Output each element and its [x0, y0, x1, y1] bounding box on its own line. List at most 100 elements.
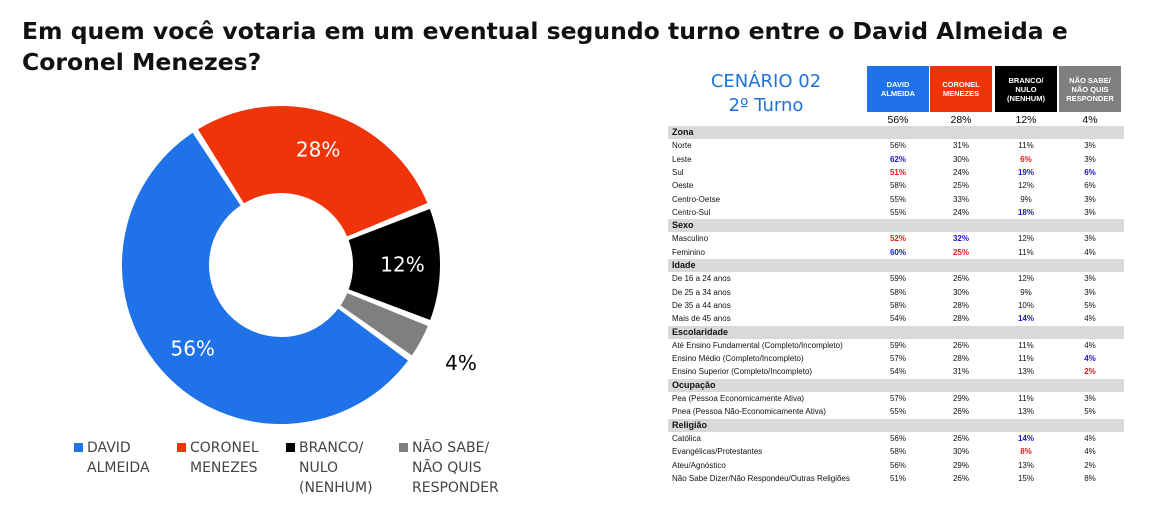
table-cell: 25% — [952, 181, 969, 191]
page-title: Em quem você votaria em um eventual segu… — [22, 17, 1068, 76]
row-label: Centro-Sul — [672, 207, 711, 217]
table-row: Evangélicas/Protestantes 58% 30% 8% 4% — [668, 445, 1124, 458]
table-cell: 26% — [952, 473, 969, 483]
table-cell: 10% — [1017, 300, 1034, 310]
table-cell: 58% — [889, 300, 906, 310]
table-cell: 57% — [889, 394, 906, 403]
section-row: Ocupação — [668, 378, 1124, 392]
section-label: Religião — [672, 419, 708, 430]
row-label: Centro-Oetse — [672, 194, 721, 204]
total-branco-nulo: 12% — [1015, 114, 1037, 126]
legend-item-coronel-menezes: CORONEL MENEZES — [177, 438, 259, 478]
table-cell: 56% — [889, 460, 906, 470]
table-cell: 4% — [1084, 354, 1096, 364]
table-cell: 24% — [952, 207, 969, 217]
table-cell: 51% — [889, 473, 906, 483]
table-row: Ensino Superior (Completo/Incompleto) 54%… — [668, 365, 1124, 378]
table-cell: 56% — [889, 433, 906, 443]
table-cell: 2% — [1084, 367, 1096, 377]
table-cell: 51% — [889, 167, 906, 177]
table-row: Ateu/Agnóstico 56% 29% 13% 2% — [668, 459, 1124, 472]
table-cell: 55% — [889, 194, 906, 204]
table-cell: 24% — [952, 167, 969, 177]
table-row: Norte 56% 31% 11% 3% — [668, 139, 1124, 152]
table-row: Feminino 60% 25% 11% 4% — [668, 246, 1124, 259]
table-cell: 30% — [952, 287, 969, 297]
table-row: De 25 a 34 anos 58% 30% 9% 3% — [668, 286, 1124, 299]
section-row: Religião — [668, 418, 1124, 432]
table-row: Ensino Médio (Completo/Incompleto) 57% 28%… — [668, 352, 1124, 365]
table-cell: 30% — [952, 447, 969, 457]
legend-label-branco-nulo: BRANCO/ NULO (NENHUM) — [299, 440, 373, 496]
slice-label: 12% — [380, 253, 424, 277]
row-label: Ateu/Agnóstico — [672, 460, 726, 470]
table-cell: 19% — [1017, 167, 1034, 177]
donut-slice-branco-nulo-nenhum — [345, 206, 442, 323]
donut-chart: 56% 28% 12% 4% — [120, 104, 477, 426]
table-row: Católica 56% 26% 14% 4% — [668, 432, 1124, 445]
table-cell: 8% — [1020, 447, 1032, 457]
table-cell: 8% — [1084, 473, 1096, 483]
row-label: Ensino Superior (Completo/Incompleto) — [672, 367, 813, 377]
slice-label: 28% — [296, 137, 340, 161]
table-cell: 55% — [889, 207, 906, 217]
table-cell: 11% — [1018, 247, 1034, 257]
table-cell: 33% — [952, 194, 969, 204]
table-cell: 4% — [1084, 447, 1096, 457]
table-cell: 26% — [952, 407, 969, 417]
column-header-nao-sabe: NÃO SABE/ NÃO QUIS RESPONDER — [1059, 66, 1121, 112]
total-coronel-menezes: 28% — [950, 114, 972, 126]
column-header-david-almeida: DAVID ALMEIDA — [867, 66, 929, 112]
donut-slice-coronel-menezes — [195, 104, 431, 240]
table-cell: 5% — [1084, 407, 1096, 417]
section-row: Escolaridade — [668, 325, 1124, 339]
row-label: Sul — [672, 167, 684, 177]
table-cell: 29% — [952, 460, 969, 470]
scenario-round: 2º Turno — [728, 95, 804, 116]
column-header-coronel-menezes: CORONEL MENEZES — [930, 66, 992, 112]
table-cell: 6% — [1020, 154, 1032, 164]
column-header-branco-nulo: BRANCO/ NULO (NENHUM) — [995, 66, 1057, 112]
table-row: Pea (Pessoa Economicamente Ativa) 57% 29% 1… — [668, 392, 1124, 405]
row-label: Mais de 45 anos — [672, 314, 731, 324]
row-label: Até Ensino Fundamental (Completo/Incompl… — [672, 340, 843, 350]
table-cell: 25% — [952, 247, 969, 257]
table-cell: 6% — [1084, 181, 1096, 191]
table-cell: 31% — [952, 367, 969, 377]
table-cell: 9% — [1020, 287, 1032, 297]
table-cell: 54% — [889, 314, 906, 324]
table-cell: 30% — [952, 154, 969, 164]
table-row: De 35 a 44 anos 58% 28% 10% 5% — [668, 299, 1124, 312]
row-label: Oeste — [672, 181, 694, 191]
row-label: Leste — [672, 154, 692, 164]
table-cell: 3% — [1084, 207, 1096, 217]
table-cell: 54% — [889, 367, 906, 377]
total-nao-sabe: 4% — [1082, 114, 1098, 126]
table-cell: 4% — [1084, 433, 1096, 443]
table-cell: 12% — [1017, 181, 1034, 191]
table-cell: 59% — [889, 340, 906, 350]
table-cell: 58% — [889, 287, 906, 297]
table-cell: 15% — [1017, 473, 1034, 483]
table-cell: 13% — [1017, 407, 1034, 417]
table-cell: 28% — [952, 314, 969, 324]
legend-item-nao-sabe: NÃO SABE/ NÃO QUIS RESPONDER — [399, 438, 499, 498]
scenario-title: CENÁRIO 02 — [710, 71, 822, 92]
row-label: De 16 a 24 anos — [672, 274, 731, 284]
row-label: Ensino Médio (Completo/Incompleto) — [672, 354, 804, 364]
table-cell: 28% — [952, 300, 969, 310]
legend-item-branco-nulo: BRANCO/ NULO (NENHUM) — [286, 438, 373, 498]
donut-slice-david-almeida — [120, 130, 411, 426]
legend-label-coronel-menezes: CORONEL MENEZES — [190, 440, 259, 476]
table-cell: 26% — [952, 433, 969, 443]
row-label: Pea (Pessoa Economicamente Ativa) — [672, 394, 805, 403]
scenario-heading: CENÁRIO 02 2º Turno — [668, 70, 864, 118]
section-row: Idade — [668, 259, 1124, 273]
section-row: Zona — [668, 126, 1124, 140]
row-label: Masculino — [672, 234, 709, 244]
table-row: Oeste 58% 25% 12% 6% — [668, 179, 1124, 192]
row-label: De 25 a 34 anos — [672, 287, 731, 297]
table-cell: 3% — [1084, 234, 1096, 244]
row-label: Católica — [672, 433, 701, 443]
table-cell: 4% — [1084, 340, 1096, 350]
